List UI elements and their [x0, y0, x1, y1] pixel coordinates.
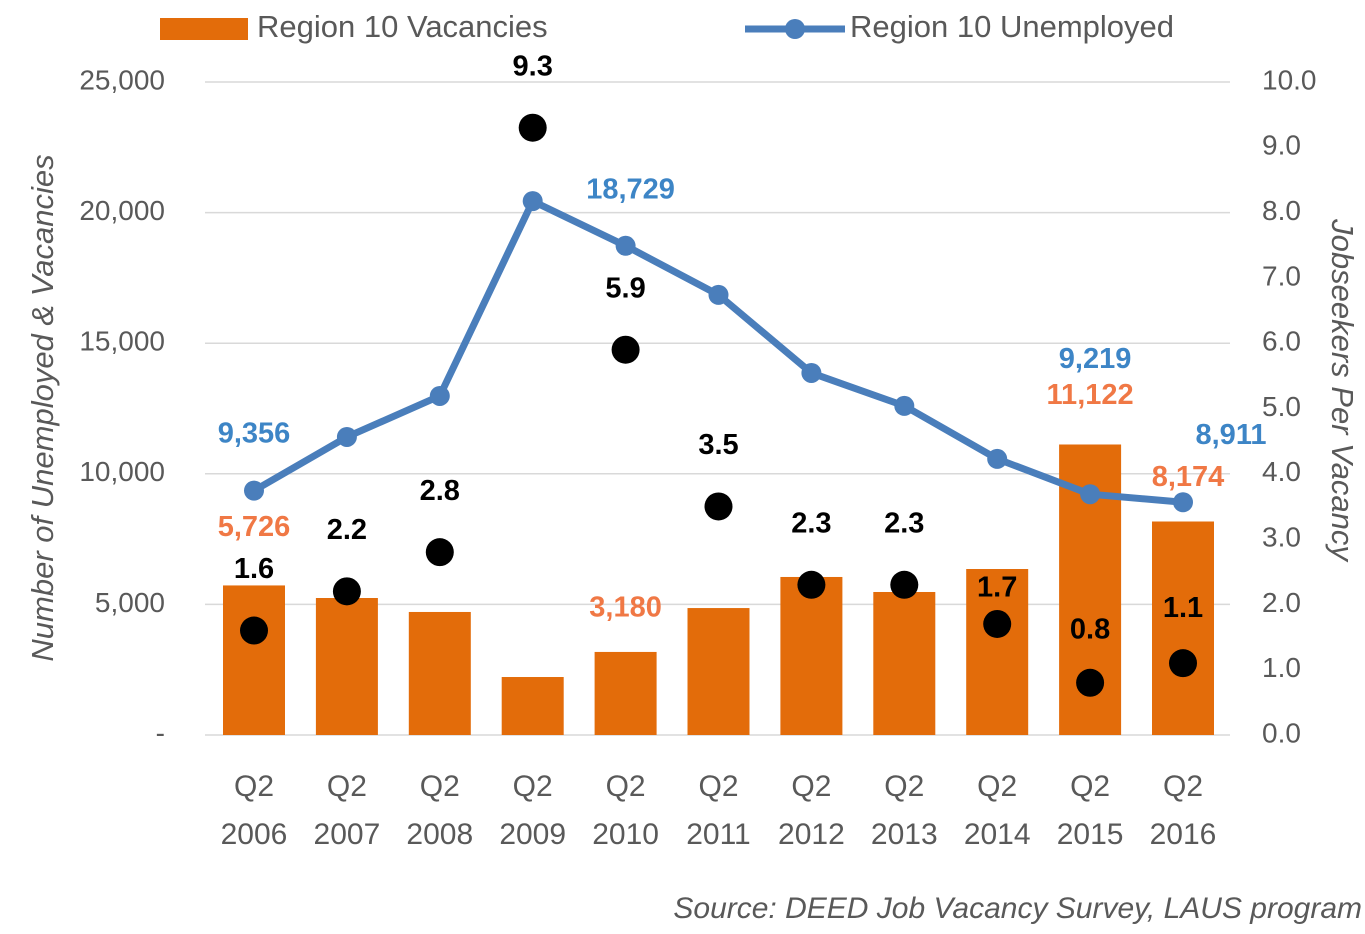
line-marker	[801, 362, 822, 383]
bar	[966, 569, 1029, 735]
y2-axis-title: Jobseekers Per Vacancy	[1325, 218, 1360, 563]
ratio-dot	[1169, 649, 1197, 678]
ratio-label: 1.7	[977, 572, 1017, 604]
bar-value-label: 11,122	[1047, 379, 1134, 411]
legend-label: Region 10 Vacancies	[257, 9, 548, 44]
y2-tick-label: 3.0	[1262, 521, 1301, 552]
ratio-label: 0.8	[1070, 613, 1110, 645]
bar-value-label: 3,180	[589, 592, 662, 624]
x-tick-label: 2013	[871, 818, 938, 851]
y-axis-title: Number of Unemployed & Vacancies	[25, 154, 60, 661]
ratio-label: 2.2	[327, 514, 367, 546]
ratio-dot	[518, 113, 547, 142]
x-tick-label: 2006	[221, 818, 288, 851]
bar	[594, 651, 657, 735]
y-tick-label: 20,000	[79, 195, 165, 226]
line-marker	[894, 395, 915, 416]
x-tick-label: 2010	[592, 818, 659, 851]
x-tick-label: Q2	[420, 770, 460, 803]
bar	[408, 611, 471, 735]
x-tick-label: Q2	[1070, 770, 1110, 803]
y2-tick-label: 6.0	[1262, 326, 1301, 357]
y-tick-label: 10,000	[79, 456, 165, 487]
x-tick-label: Q2	[791, 770, 831, 803]
ratio-label: 2.8	[420, 475, 460, 507]
line-marker	[615, 235, 636, 256]
line-marker	[708, 284, 729, 305]
ratio-dot	[983, 609, 1012, 638]
bar-value-label: 8,174	[1152, 461, 1225, 493]
y2-tick-label: 1.0	[1262, 652, 1301, 683]
line-marker	[987, 448, 1008, 469]
ratio-dot	[425, 538, 454, 567]
y2-tick-label: 4.0	[1262, 456, 1301, 487]
legend-marker	[785, 19, 805, 39]
line-marker	[244, 480, 264, 501]
y2-tick-label: 10.0	[1262, 64, 1317, 95]
y-tick-label: 25,000	[79, 64, 165, 95]
ratio-label: 9.3	[513, 50, 553, 82]
x-tick-label: Q2	[234, 770, 274, 803]
y2-tick-label: 5.0	[1262, 391, 1301, 422]
ratio-dot	[332, 577, 361, 606]
x-tick-label: Q2	[977, 770, 1017, 803]
line-marker	[336, 426, 357, 447]
y2-tick-label: 9.0	[1262, 130, 1301, 161]
x-tick-label: 2009	[499, 818, 566, 851]
ratio-label: 3.5	[698, 429, 738, 461]
ratio-label: 1.6	[234, 553, 274, 585]
y2-tick-label: 0.0	[1262, 717, 1301, 748]
bar	[315, 598, 378, 735]
ratio-dot	[890, 570, 919, 599]
line-value-label: 9,356	[218, 417, 291, 449]
line-marker	[1173, 492, 1193, 513]
bar	[223, 585, 285, 735]
ratio-dot	[611, 335, 640, 364]
source-note: Source: DEED Job Vacancy Survey, LAUS pr…	[673, 892, 1362, 925]
x-tick-label: 2016	[1150, 818, 1217, 851]
ratio-label: 2.3	[791, 507, 831, 539]
x-tick-label: 2011	[686, 818, 751, 851]
y-tick-label: 15,000	[79, 326, 165, 357]
y2-tick-label: 2.0	[1262, 587, 1301, 618]
x-tick-label: Q2	[606, 770, 646, 803]
ratio-dot	[797, 570, 826, 599]
x-tick-label: Q2	[327, 770, 367, 803]
bar-value-label: 5,726	[218, 511, 291, 543]
line-value-label: 18,729	[586, 173, 675, 205]
line-value-label: 8,911	[1196, 419, 1267, 451]
x-tick-label: Q2	[513, 770, 553, 803]
line-marker	[429, 385, 450, 406]
y2-tick-label: 8.0	[1262, 195, 1301, 226]
x-tick-label: 2012	[778, 818, 845, 851]
y2-tick-label: 7.0	[1262, 260, 1301, 291]
y-tick-label: 5,000	[95, 587, 165, 618]
ratio-label: 5.9	[605, 272, 645, 304]
x-tick-label: 2015	[1057, 818, 1124, 851]
bar	[873, 591, 936, 735]
ratio-dot	[704, 492, 733, 521]
bar	[501, 677, 564, 735]
ratio-dot	[240, 616, 268, 645]
x-tick-label: Q2	[698, 770, 738, 803]
line-marker	[1080, 484, 1101, 505]
x-tick-label: 2014	[964, 818, 1031, 851]
ratio-label: 2.3	[884, 507, 924, 539]
ratio-dot	[1076, 668, 1105, 697]
line-marker	[522, 191, 543, 212]
bar	[1152, 521, 1214, 735]
x-tick-label: 2007	[314, 818, 381, 851]
ratio-label: 1.1	[1163, 592, 1203, 624]
bar	[780, 576, 843, 735]
legend-swatch	[160, 18, 248, 40]
x-tick-label: 2008	[406, 818, 473, 851]
y-tick-label: -	[156, 717, 165, 748]
legend-label: Region 10 Unemployed	[850, 9, 1174, 44]
x-tick-label: Q2	[884, 770, 924, 803]
line-value-label: 9,219	[1059, 343, 1132, 375]
x-tick-label: Q2	[1163, 770, 1203, 803]
bar	[687, 608, 750, 735]
